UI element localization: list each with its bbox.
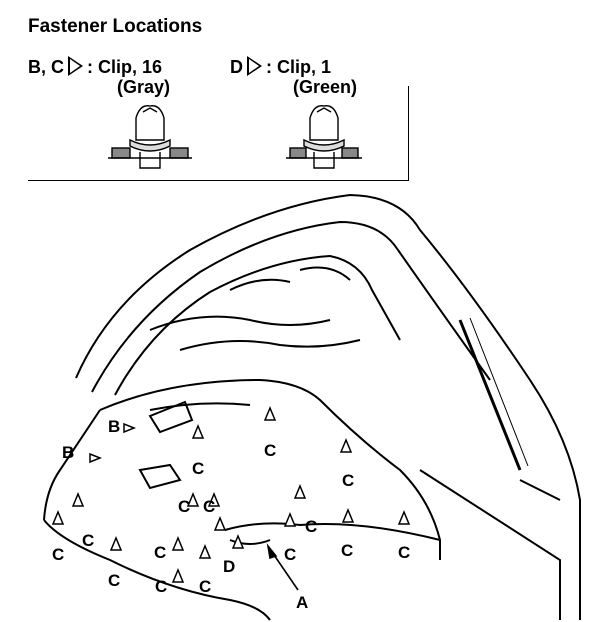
legend-bc-color: (Gray)	[117, 77, 171, 97]
triangle-pointer-icon	[68, 56, 83, 76]
legend-bc: B, C : Clip, 16	[28, 56, 162, 78]
trim-panel	[43, 378, 441, 621]
callout-c-label: C	[284, 545, 296, 564]
callout-c-label: C	[203, 497, 215, 516]
callout-c-label: C	[199, 577, 211, 596]
triangle-pointer-icon	[247, 56, 262, 76]
legend-bc-label: : Clip, 16	[87, 57, 163, 77]
callout-c-label: C	[305, 517, 317, 536]
clip-markers	[51, 406, 411, 583]
callout-a-label: A	[296, 593, 308, 612]
callout-c-label: C	[178, 497, 190, 516]
diagram-title: Fastener Locations	[28, 16, 203, 37]
callout-b-label: B	[62, 443, 74, 462]
callout-c-label: C	[342, 471, 354, 490]
callout-c-label: C	[398, 543, 410, 562]
legend-d-prefix: D	[230, 57, 243, 77]
legend-d-color: (Green)	[293, 77, 358, 97]
callout-c-label: C	[155, 577, 167, 596]
legend-d: D : Clip, 1	[230, 56, 331, 78]
callout-labels: A B B D C C C C C C C C C C C C C C C	[52, 417, 410, 612]
callout-c-label: C	[154, 543, 166, 562]
callout-a-arrow	[266, 543, 299, 591]
callout-c-label: C	[192, 459, 204, 478]
callout-b-label: B	[108, 417, 120, 436]
tailgate-outline	[75, 193, 581, 620]
legend-box	[28, 86, 409, 181]
callout-c-label: C	[82, 531, 94, 550]
callout-c-label: C	[341, 541, 353, 560]
green-clip-icon	[286, 105, 362, 169]
legend-bc-prefix: B, C	[28, 57, 64, 77]
callout-c-label: C	[264, 441, 276, 460]
gray-clip-icon	[108, 105, 192, 169]
legend-d-label: : Clip, 1	[266, 57, 332, 77]
callout-d-label: D	[223, 557, 235, 576]
callout-c-label: C	[52, 545, 64, 564]
callout-c-label: C	[108, 571, 120, 590]
